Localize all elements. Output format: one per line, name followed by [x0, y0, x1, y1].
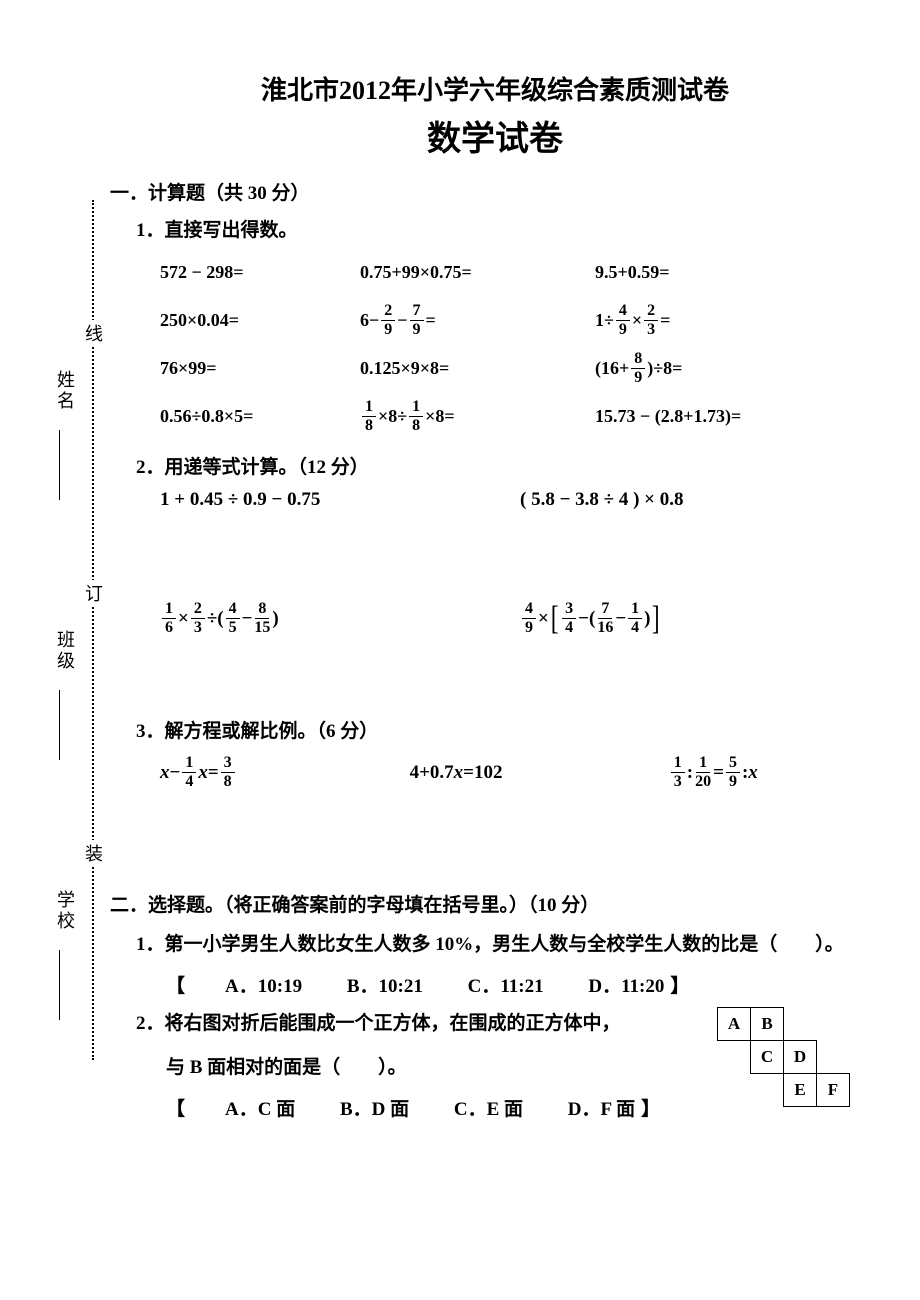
calc-cell: 0.56÷0.8×5= — [160, 398, 360, 434]
question-1-1-heading: 1．直接写出得数。 — [136, 215, 880, 242]
binding-margin: 线 订 装 姓名 班级 学校 — [60, 200, 98, 1060]
binding-underline — [59, 950, 60, 1020]
expression-3: 16 × 23 ÷ ( 45 − 815) — [160, 601, 520, 636]
section-1-heading: 一．计算题（共 30 分） — [110, 178, 880, 205]
calc-cell: 0.125×9×8= — [360, 350, 595, 386]
mc-option: A．C 面 — [225, 1094, 295, 1121]
calc-cell: 76×99= — [160, 350, 360, 386]
net-cell-b: B — [750, 1007, 784, 1041]
binding-char-ding: 订 — [84, 580, 104, 606]
cube-net-diagram: A B C D E F — [718, 1008, 850, 1107]
equation-3: 13 : 120 = 59 : x — [669, 755, 880, 790]
mc-option: B．D 面 — [340, 1094, 409, 1121]
mc-option: D．11:20 — [588, 971, 664, 998]
calc-cell: 1 ÷ 49 × 23 = — [595, 302, 825, 338]
net-cell-f: F — [816, 1073, 850, 1107]
calc-cell: (16 + 89) ÷ 8 = — [595, 350, 825, 386]
mental-calc-grid: 572 − 298= 0.75+99×0.75= 9.5+0.59= 250×0… — [160, 254, 880, 434]
calc-cell: 572 − 298= — [160, 254, 360, 290]
binding-char-xian: 线 — [84, 320, 104, 346]
mc-option: B．10:21 — [347, 971, 423, 998]
section-2-heading: 二．选择题。（将正确答案前的字母填在括号里。）（10 分） — [110, 890, 880, 917]
expression-4: 49 × [ 34 − ( 716 − 14) ] — [520, 601, 880, 636]
exam-title-line1: 淮北市2012年小学六年级综合素质测试卷 — [110, 70, 880, 107]
calc-cell: 250×0.04= — [160, 302, 360, 338]
calc-cell: 6 − 29 − 79 = — [360, 302, 595, 338]
net-cell-e: E — [783, 1073, 817, 1107]
mc-question-1: 1．第一小学男生人数比女生人数多 10%，男生人数与全校学生人数的比是（ ）。 — [136, 927, 880, 963]
equation-2: 4 + 0.7x = 102 — [410, 755, 669, 790]
question-1-3-heading: 3．解方程或解比例。（6 分） — [136, 716, 880, 743]
expression-2: ( 5.8 − 3.8 ÷ 4 ) × 0.8 — [520, 489, 880, 511]
exam-title-line2: 数学试卷 — [110, 111, 880, 160]
calc-cell: 0.75+99×0.75= — [360, 254, 595, 290]
binding-char-zhuang: 装 — [84, 840, 104, 866]
mc-question-2-wrap: 2．将右图对折后能围成一个正方体，在围成的正方体中， 与 B 面相对的面是（ ）… — [110, 1006, 880, 1121]
expression-1: 1 + 0.45 ÷ 0.9 − 0.75 — [160, 489, 520, 511]
calc-cell: 15.73 − (2.8+1.73)= — [595, 398, 825, 434]
binding-label-class: 班级 — [52, 630, 78, 672]
calc-cell: 9.5+0.59= — [595, 254, 825, 290]
mc-option: C．E 面 — [454, 1094, 523, 1121]
mc-option: A．10:19 — [225, 971, 302, 998]
mc-1-options: 【A．10:19 B．10:21 C．11:21 D．11:20】 — [166, 971, 880, 998]
calc-cell: 18 × 8 ÷ 18 × 8 = — [360, 398, 595, 434]
exam-page: 淮北市2012年小学六年级综合素质测试卷 数学试卷 一．计算题（共 30 分） … — [110, 70, 880, 1129]
binding-underline — [59, 430, 60, 500]
mc-option: D．F 面 — [568, 1094, 635, 1121]
net-cell-c: C — [750, 1040, 784, 1074]
binding-label-school: 学校 — [52, 890, 78, 932]
binding-label-name: 姓名 — [52, 370, 78, 412]
net-cell-a: A — [717, 1007, 751, 1041]
mc-option: C．11:21 — [468, 971, 544, 998]
binding-underline — [59, 690, 60, 760]
equation-1: x − 14 x = 38 — [160, 755, 410, 790]
net-cell-d: D — [783, 1040, 817, 1074]
question-1-2-heading: 2．用递等式计算。（12 分） — [136, 452, 880, 479]
